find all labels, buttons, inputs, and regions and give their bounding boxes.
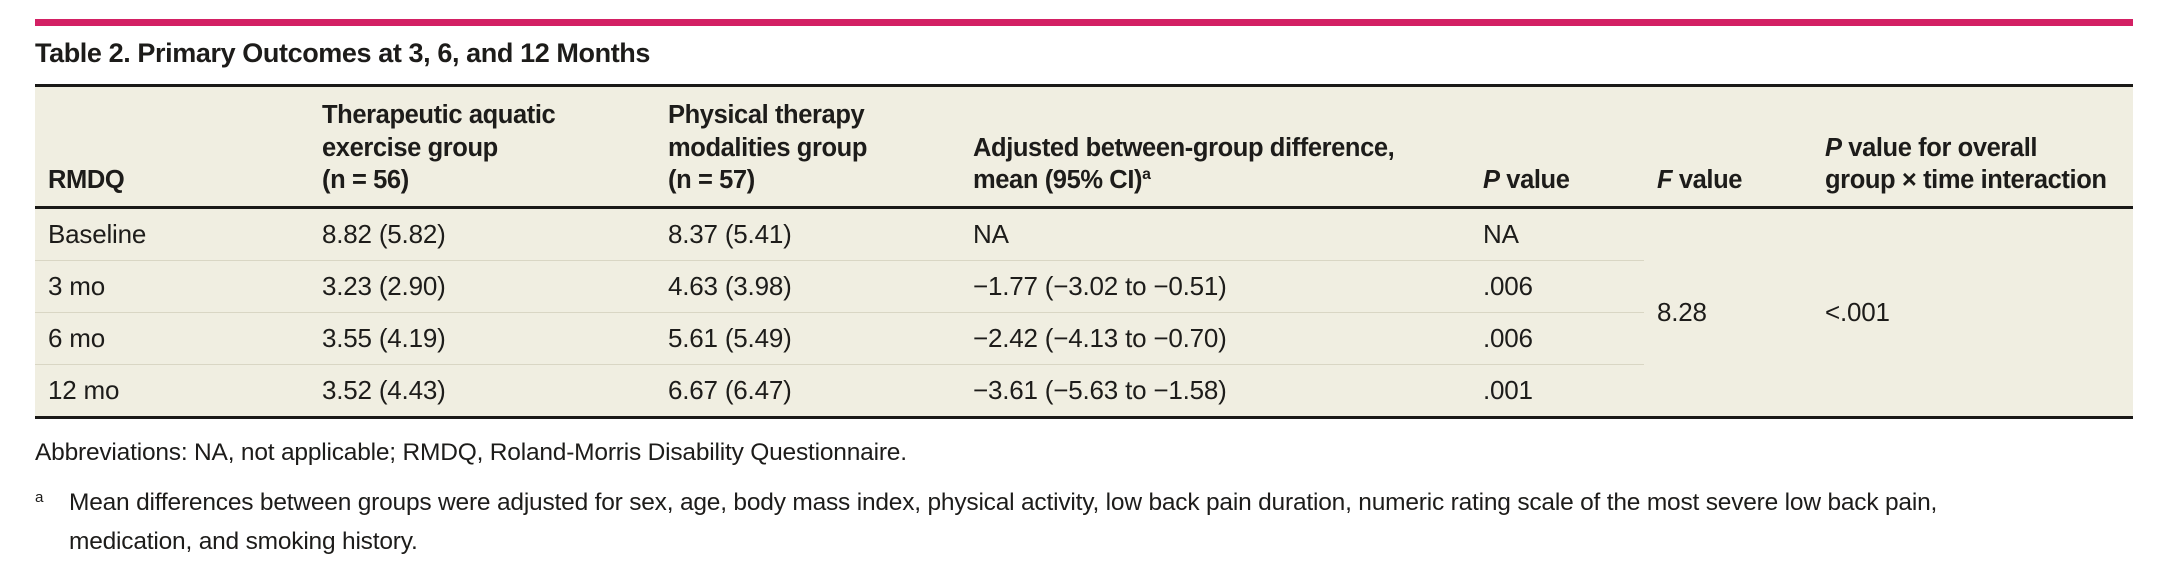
table-row: Baseline 8.82 (5.82) 8.37 (5.41) NA NA 8… <box>35 207 2133 327</box>
header-line: (n = 56) <box>322 166 409 195</box>
table-row: 6 mo 3.55 (4.19) 5.61 (5.49) −2.42 (−4.1… <box>35 312 2133 365</box>
cell-pt: 4.63 (3.98) <box>655 260 960 313</box>
cell-p-value: .006 <box>1470 260 1644 313</box>
cell-timepoint: 12 mo <box>48 374 120 405</box>
italic-letter: F <box>1657 166 1673 195</box>
column-header-pt-group: Physical therapy modalities group (n = 5… <box>655 85 960 209</box>
italic-letter: P <box>1825 133 1842 162</box>
cell-difference: −2.42 (−4.13 to −0.70) <box>960 312 1470 365</box>
cell-f-value: 8.28 <box>1657 296 1707 327</box>
header-text: value <box>1672 166 1743 195</box>
column-header-interaction: P value for overall group × time interac… <box>1812 85 2133 209</box>
footnote-a: a Mean differences between groups were ad… <box>35 483 2133 561</box>
header-line: Physical therapy <box>668 101 865 130</box>
header-line: exercise group <box>322 133 498 162</box>
abbreviations-note: Abbreviations: NA, not applicable; RMDQ,… <box>35 438 907 466</box>
cell-p-value: .006 <box>1470 312 1644 365</box>
accent-bar <box>35 19 2133 26</box>
cell-pt: 5.61 (5.49) <box>655 312 960 365</box>
header-row: RMDQ Therapeutic aquatic exercise group … <box>35 85 2133 209</box>
cell-aquatic: 3.23 (2.90) <box>309 260 655 313</box>
footnotes: Abbreviations: NA, not applicable; RMDQ,… <box>35 437 2133 561</box>
table-row: 3 mo 3.23 (2.90) 4.63 (3.98) −1.77 (−3.0… <box>35 260 2133 313</box>
cell-timepoint: 6 mo <box>35 312 309 365</box>
column-header-aquatic-group: Therapeutic aquatic exercise group (n = … <box>309 85 655 209</box>
cell-aquatic: 3.52 (4.43) <box>322 374 446 405</box>
cell-aquatic: 3.55 (4.19) <box>309 312 655 365</box>
cell-interaction-p: <.001 <box>1825 296 1890 327</box>
italic-letter: P <box>1483 166 1500 195</box>
outcomes-table: RMDQ Therapeutic aquatic exercise group … <box>35 84 2133 419</box>
cell-aquatic: 8.82 (5.82) <box>309 207 655 261</box>
header-text: value <box>1499 166 1570 195</box>
table-title: Table 2. Primary Outcomes at 3, 6, and 1… <box>35 38 650 68</box>
header-line: modalities group <box>668 133 868 162</box>
header-line: P value for overall <box>1825 132 2123 164</box>
column-header-f-value: F value <box>1644 85 1812 209</box>
cell-p-value: NA <box>1470 207 1644 261</box>
cell-timepoint: Baseline <box>35 207 309 261</box>
cell-difference: −1.77 (−3.02 to −0.51) <box>960 260 1470 313</box>
header-line: group × time interaction <box>1825 166 2107 195</box>
header-text: value for overall <box>1841 133 2038 162</box>
footnote-a-text-line: medication, and smoking history. <box>69 528 418 556</box>
cell-timepoint: 3 mo <box>35 260 309 313</box>
footnote-a-text-line: Mean differences between groups were adj… <box>69 488 1938 516</box>
header-line-text: mean (95% CI) <box>973 166 1143 195</box>
footnote-a-marker: a <box>35 488 44 506</box>
footnote-a-reference: a <box>1142 166 1151 184</box>
cell-difference: −3.61 (−5.63 to −1.58) <box>973 374 1227 405</box>
column-header-difference: Adjusted between-group difference, mean … <box>960 85 1470 209</box>
header-line: (n = 57) <box>668 166 755 195</box>
cell-pt: 6.67 (6.47) <box>668 374 792 405</box>
cell-p-value: .001 <box>1483 374 1533 405</box>
table-row: 12 mo 3.52 (4.43) 6.67 (6.47) −3.61 (−5.… <box>35 364 2133 417</box>
cell-difference: NA <box>960 207 1470 261</box>
cell-pt: 8.37 (5.41) <box>655 207 960 261</box>
column-header-rmdq: RMDQ <box>35 85 309 209</box>
header-line: Therapeutic aquatic <box>322 101 556 130</box>
header-line: Adjusted between-group difference, <box>973 133 1395 162</box>
column-header-p-value: P value <box>1470 85 1644 209</box>
header-line: mean (95% CI)a <box>973 164 1460 196</box>
